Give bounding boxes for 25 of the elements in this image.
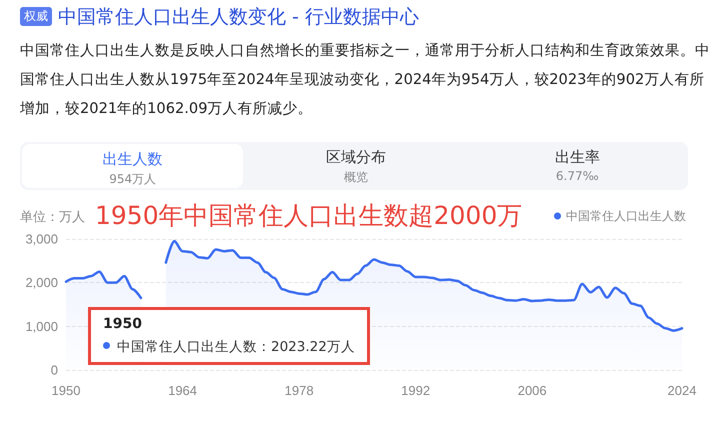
y-tick-label: 0 — [50, 362, 58, 378]
x-tick-label: 1992 — [401, 383, 430, 398]
callout-frame: 1950 中国常住人口出生人数：2023.22万人 — [88, 306, 370, 365]
chart-subtitle: 中国常住人口出生人数是反映人口自然增长的重要指标之一，通常用于分析人口结构和生育政策效果。中国常住人口出生人数从1975年至2024年呈现波动变化，2024年为954万人，较2023年的902万人有所增加，较2021年的1062.09万人有所减少。 — [20, 41, 710, 119]
x-tick-label: 2024 — [668, 383, 696, 398]
x-tick-label: 1978 — [284, 383, 314, 398]
y-tick-label: 3,000 — [25, 232, 58, 246]
legend-label: 中国常住人口出生人数 — [566, 209, 686, 223]
chart-title: 中国常住人口出生人数变化 - 行业数据中心 — [58, 6, 419, 28]
text: 954万人 — [108, 171, 158, 188]
x-tick-label: 1964 — [168, 383, 197, 398]
text: 出生人数 — [102, 150, 164, 169]
y-axis-title: 单位：万人 — [20, 209, 85, 226]
text: 1950年中国常住人口出生数超2000万 — [95, 200, 522, 232]
x-tick-label: 1950 — [52, 383, 80, 398]
y-tick-label: 2,000 — [25, 275, 58, 290]
y-tick-label: 1,000 — [25, 318, 58, 334]
annotation: 中国常住人口出生人数：2023.22万人 — [117, 338, 355, 355]
text: 出生率 — [554, 148, 601, 167]
text: 6.77‰ — [554, 169, 600, 183]
text: 概览 — [342, 169, 369, 186]
text: 区域分布 — [324, 148, 387, 167]
text: 权威 — [20, 7, 52, 26]
x-tick-label: 2006 — [518, 383, 547, 398]
annotation: 1950 — [103, 316, 143, 332]
